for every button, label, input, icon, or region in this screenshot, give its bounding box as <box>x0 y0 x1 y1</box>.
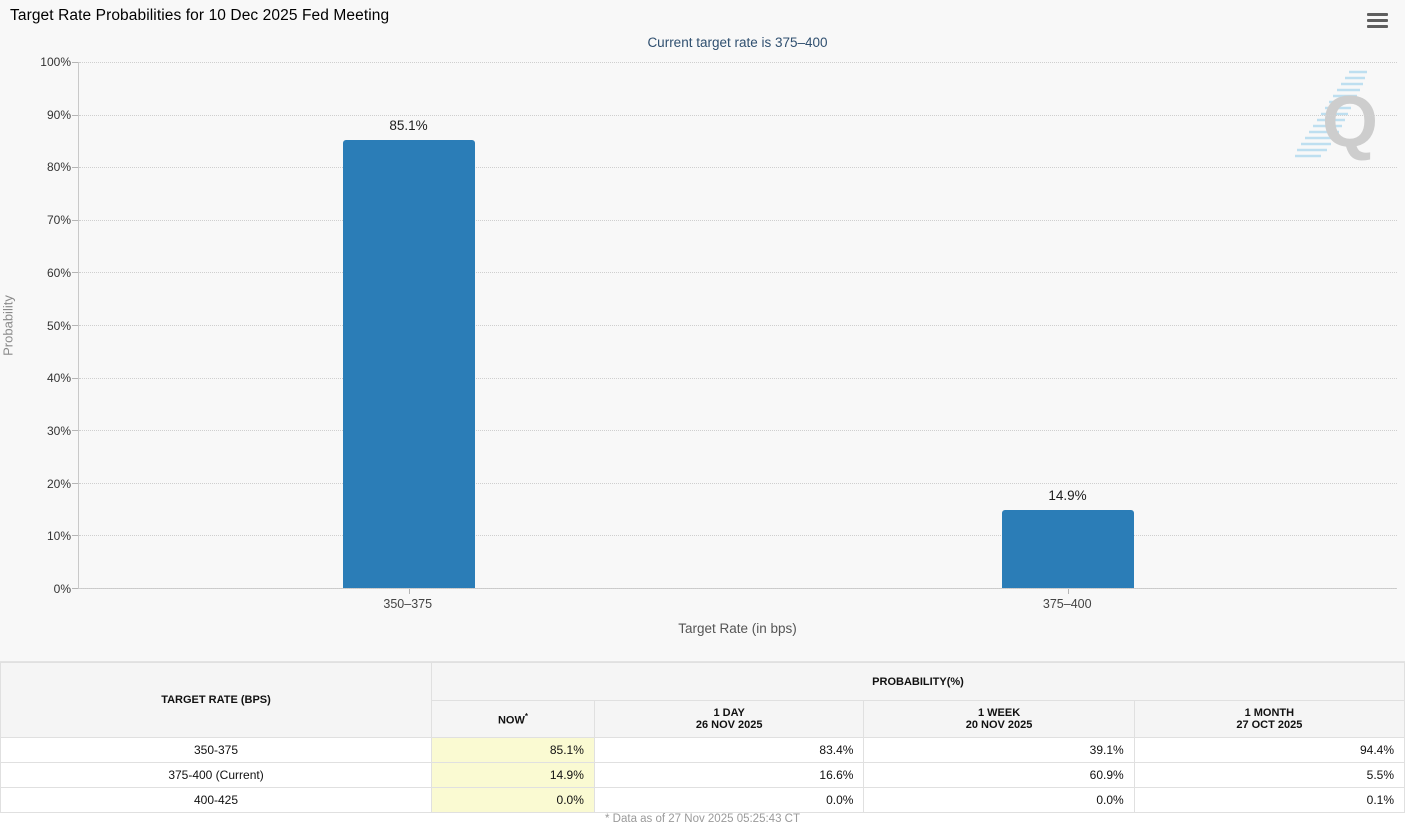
bar-slot: 85.1% <box>79 62 738 594</box>
bar-value-label: 85.1% <box>389 118 428 134</box>
gridline <box>72 588 1397 589</box>
col-header-1day: 1 DAY 26 NOV 2025 <box>593 700 865 738</box>
table-body: 350-375 85.1% 83.4% 39.1% 94.4% 375-400 (Curr… <box>0 737 1405 813</box>
probability-cell: 0.0% <box>863 787 1135 813</box>
gridline <box>72 114 1397 116</box>
now-label: NOW <box>497 714 525 727</box>
period-date: 27 OCT 2025 <box>1236 719 1303 731</box>
gridline <box>72 219 1397 221</box>
gridline <box>72 535 1397 537</box>
hamburger-bar <box>1366 12 1388 16</box>
y-axis: 0% 10% 20% 30% 40% 50% 60% 70% 80% 90% 100% <box>0 55 71 596</box>
page-title: Target Rate Probabilities for 10 Dec 202… <box>10 7 390 24</box>
period-label: 1 DAY <box>713 707 745 719</box>
x-tick-label: 350–375 <box>383 597 433 611</box>
target-rate-cell: 400-425 <box>0 787 433 813</box>
bar-value-label: 14.9% <box>1048 487 1087 503</box>
chart-card: Target Rate Probabilities for 10 Dec 202… <box>0 7 1405 662</box>
table-row: 375-400 (Current) 14.9% 16.6% 60.9% 5.5% <box>0 762 1405 788</box>
target-rate-cell: 350-375 <box>0 737 433 763</box>
probability-table: TARGET RATE (BPS) PROBABILITY(%) NOW* 1 … <box>0 662 1405 813</box>
y-tick-label: 10% <box>46 529 71 544</box>
probability-cell: 94.4% <box>1133 737 1405 763</box>
probability-cell: 5.5% <box>1133 762 1405 788</box>
now-asterisk: * <box>524 711 528 721</box>
period-label: 1 WEEK <box>977 707 1021 719</box>
x-axis: 350–375 375–400 <box>78 597 1397 611</box>
probability-cell: 39.1% <box>863 737 1135 763</box>
gridline <box>72 325 1397 326</box>
y-tick-label: 50% <box>46 318 71 333</box>
x-tick-mark <box>1067 589 1069 594</box>
col-header-probability-group: PROBABILITY(%) <box>431 662 1405 701</box>
gridline <box>72 62 1397 63</box>
x-tick-label: 375–400 <box>1042 597 1092 611</box>
y-tick-label: 80% <box>46 160 71 175</box>
period-date: 20 NOV 2025 <box>965 719 1033 731</box>
hamburger-bar <box>1366 18 1388 22</box>
plot-area: 85.1% 14.9% <box>72 62 1397 594</box>
y-tick-label: 0% <box>53 582 71 596</box>
gridline <box>72 167 1397 169</box>
x-tick-mark <box>408 589 410 594</box>
probability-cell: 83.4% <box>593 737 865 763</box>
quikstrike-watermark-logo: Q <box>1295 70 1378 162</box>
y-tick-label: 40% <box>46 371 71 386</box>
y-tick-label: 20% <box>46 476 71 491</box>
now-probability-cell: 0.0% <box>431 787 595 813</box>
y-tick-label: 100% <box>40 55 71 69</box>
y-tick-label: 60% <box>46 265 71 280</box>
hamburger-menu-icon[interactable] <box>1364 9 1390 31</box>
period-label: 1 MONTH <box>1244 707 1295 719</box>
gridline <box>72 430 1397 432</box>
col-header-target-rate: TARGET RATE (BPS) <box>0 662 433 738</box>
now-probability-cell: 14.9% <box>431 762 595 788</box>
table-row: 350-375 85.1% 83.4% 39.1% 94.4% <box>0 737 1405 763</box>
chart-subtitle: Current target rate is 375–400 <box>647 35 828 50</box>
bar-375–400[interactable] <box>1001 509 1134 588</box>
data-as-of-note: * Data as of 27 Nov 2025 05:25:43 CT <box>605 813 800 825</box>
bar-slot: 14.9% <box>738 62 1397 594</box>
period-date: 26 NOV 2025 <box>695 719 763 731</box>
table-row: 400-425 0.0% 0.0% 0.0% 0.1% <box>0 787 1405 813</box>
hamburger-bar <box>1366 24 1388 28</box>
bar-350–375[interactable] <box>342 140 475 588</box>
y-tick-label: 30% <box>46 423 71 438</box>
gridline <box>72 482 1397 484</box>
probability-cell: 0.1% <box>1133 787 1405 813</box>
watermark-letter: Q <box>1322 82 1378 162</box>
now-probability-cell: 85.1% <box>431 737 595 763</box>
y-tick-label: 70% <box>46 213 71 228</box>
gridline <box>72 272 1397 274</box>
target-rate-cell: 375-400 (Current) <box>0 762 433 788</box>
probability-cell: 0.0% <box>593 787 865 813</box>
col-header-1month: 1 MONTH 27 OCT 2025 <box>1133 700 1405 738</box>
bar-slots: 85.1% 14.9% <box>79 62 1397 594</box>
x-axis-title: Target Rate (in bps) <box>678 621 797 636</box>
gridline <box>72 377 1397 379</box>
probability-cell: 16.6% <box>593 762 865 788</box>
col-header-1week: 1 WEEK 20 NOV 2025 <box>863 700 1135 738</box>
probability-cell: 60.9% <box>863 762 1135 788</box>
col-header-now: NOW* <box>431 700 595 738</box>
y-tick-label: 90% <box>46 107 71 122</box>
